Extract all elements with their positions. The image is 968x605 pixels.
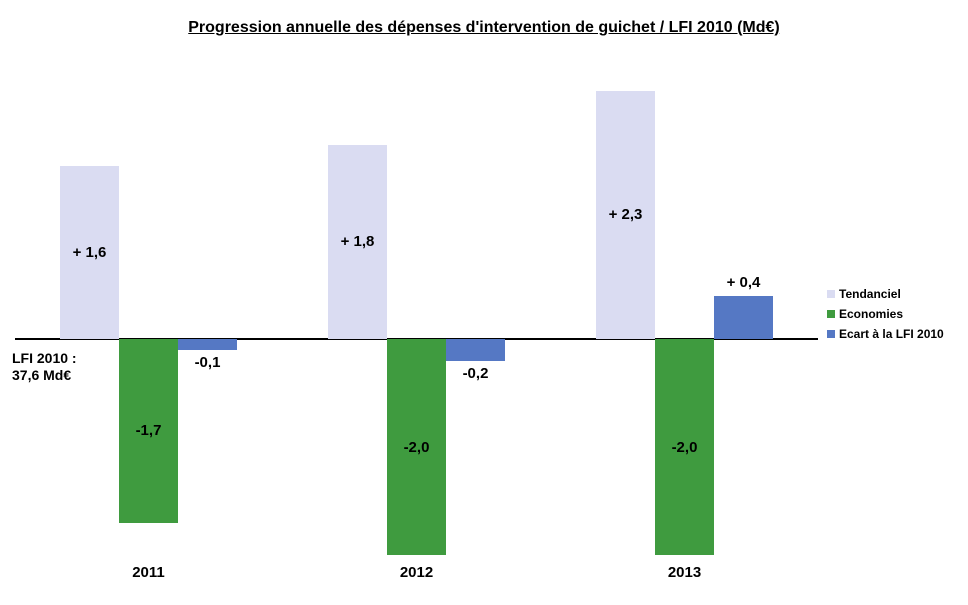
bar-label-ecart-a-la-lfi-2010-2013: + 0,4: [726, 273, 761, 291]
bar-label-ecart-a-la-lfi-2010-2012: -0,2: [462, 364, 489, 382]
legend-label: Tendanciel: [839, 287, 901, 301]
bar-ecart-a-la-lfi-2010-2011: [178, 339, 237, 350]
bar-tendanciel-2011: [60, 166, 119, 339]
x-axis-label-2011: 2011: [132, 564, 165, 581]
bar-label-ecart-a-la-lfi-2010-2011: -0,1: [194, 353, 221, 371]
baseline-note: LFI 2010 : 37,6 Md€: [12, 350, 77, 384]
bar-tendanciel-2012: [328, 144, 387, 339]
legend-swatch-icon: [827, 330, 835, 338]
bar-label-tendanciel-2011: + 1,6: [72, 244, 107, 262]
legend: Tendanciel Economies Ecart à la LFI 2010: [827, 284, 944, 344]
chart-title-text: Progression annuelle des dépenses d'inte…: [188, 19, 780, 36]
bar-label-economies-2013: -2,0: [671, 438, 698, 456]
x-axis-label-2012: 2012: [399, 564, 434, 581]
legend-label: Economies: [839, 307, 904, 321]
baseline-note-line2: 37,6 Md€: [12, 367, 72, 383]
bar-label-tendanciel-2012: + 1,8: [340, 233, 375, 251]
legend-swatch-icon: [827, 310, 835, 318]
bar-label-economies-2012: -2,0: [403, 438, 430, 456]
legend-label: Ecart à la LFI 2010: [839, 327, 944, 341]
legend-item-tendanciel: Tendanciel: [827, 284, 944, 304]
bar-economies-2013: [655, 339, 714, 555]
bar-economies-2012: [387, 339, 446, 555]
bar-ecart-a-la-lfi-2010-2013: [714, 295, 773, 339]
legend-item-ecart-a-la-lfi-2010: Ecart à la LFI 2010: [827, 324, 944, 344]
legend-swatch-icon: [827, 290, 835, 298]
x-axis-label-2013: 2013: [667, 564, 702, 581]
bar-economies-2011: [119, 339, 178, 523]
bar-label-tendanciel-2013: + 2,3: [608, 206, 643, 224]
chart-title: Progression annuelle des dépenses d'inte…: [0, 19, 968, 37]
bar-ecart-a-la-lfi-2010-2012: [446, 339, 505, 361]
bar-tendanciel-2013: [596, 90, 655, 339]
baseline-note-line1: LFI 2010 :: [12, 350, 77, 366]
legend-item-economies: Economies: [827, 304, 944, 324]
bar-label-economies-2011: -1,7: [135, 422, 162, 440]
